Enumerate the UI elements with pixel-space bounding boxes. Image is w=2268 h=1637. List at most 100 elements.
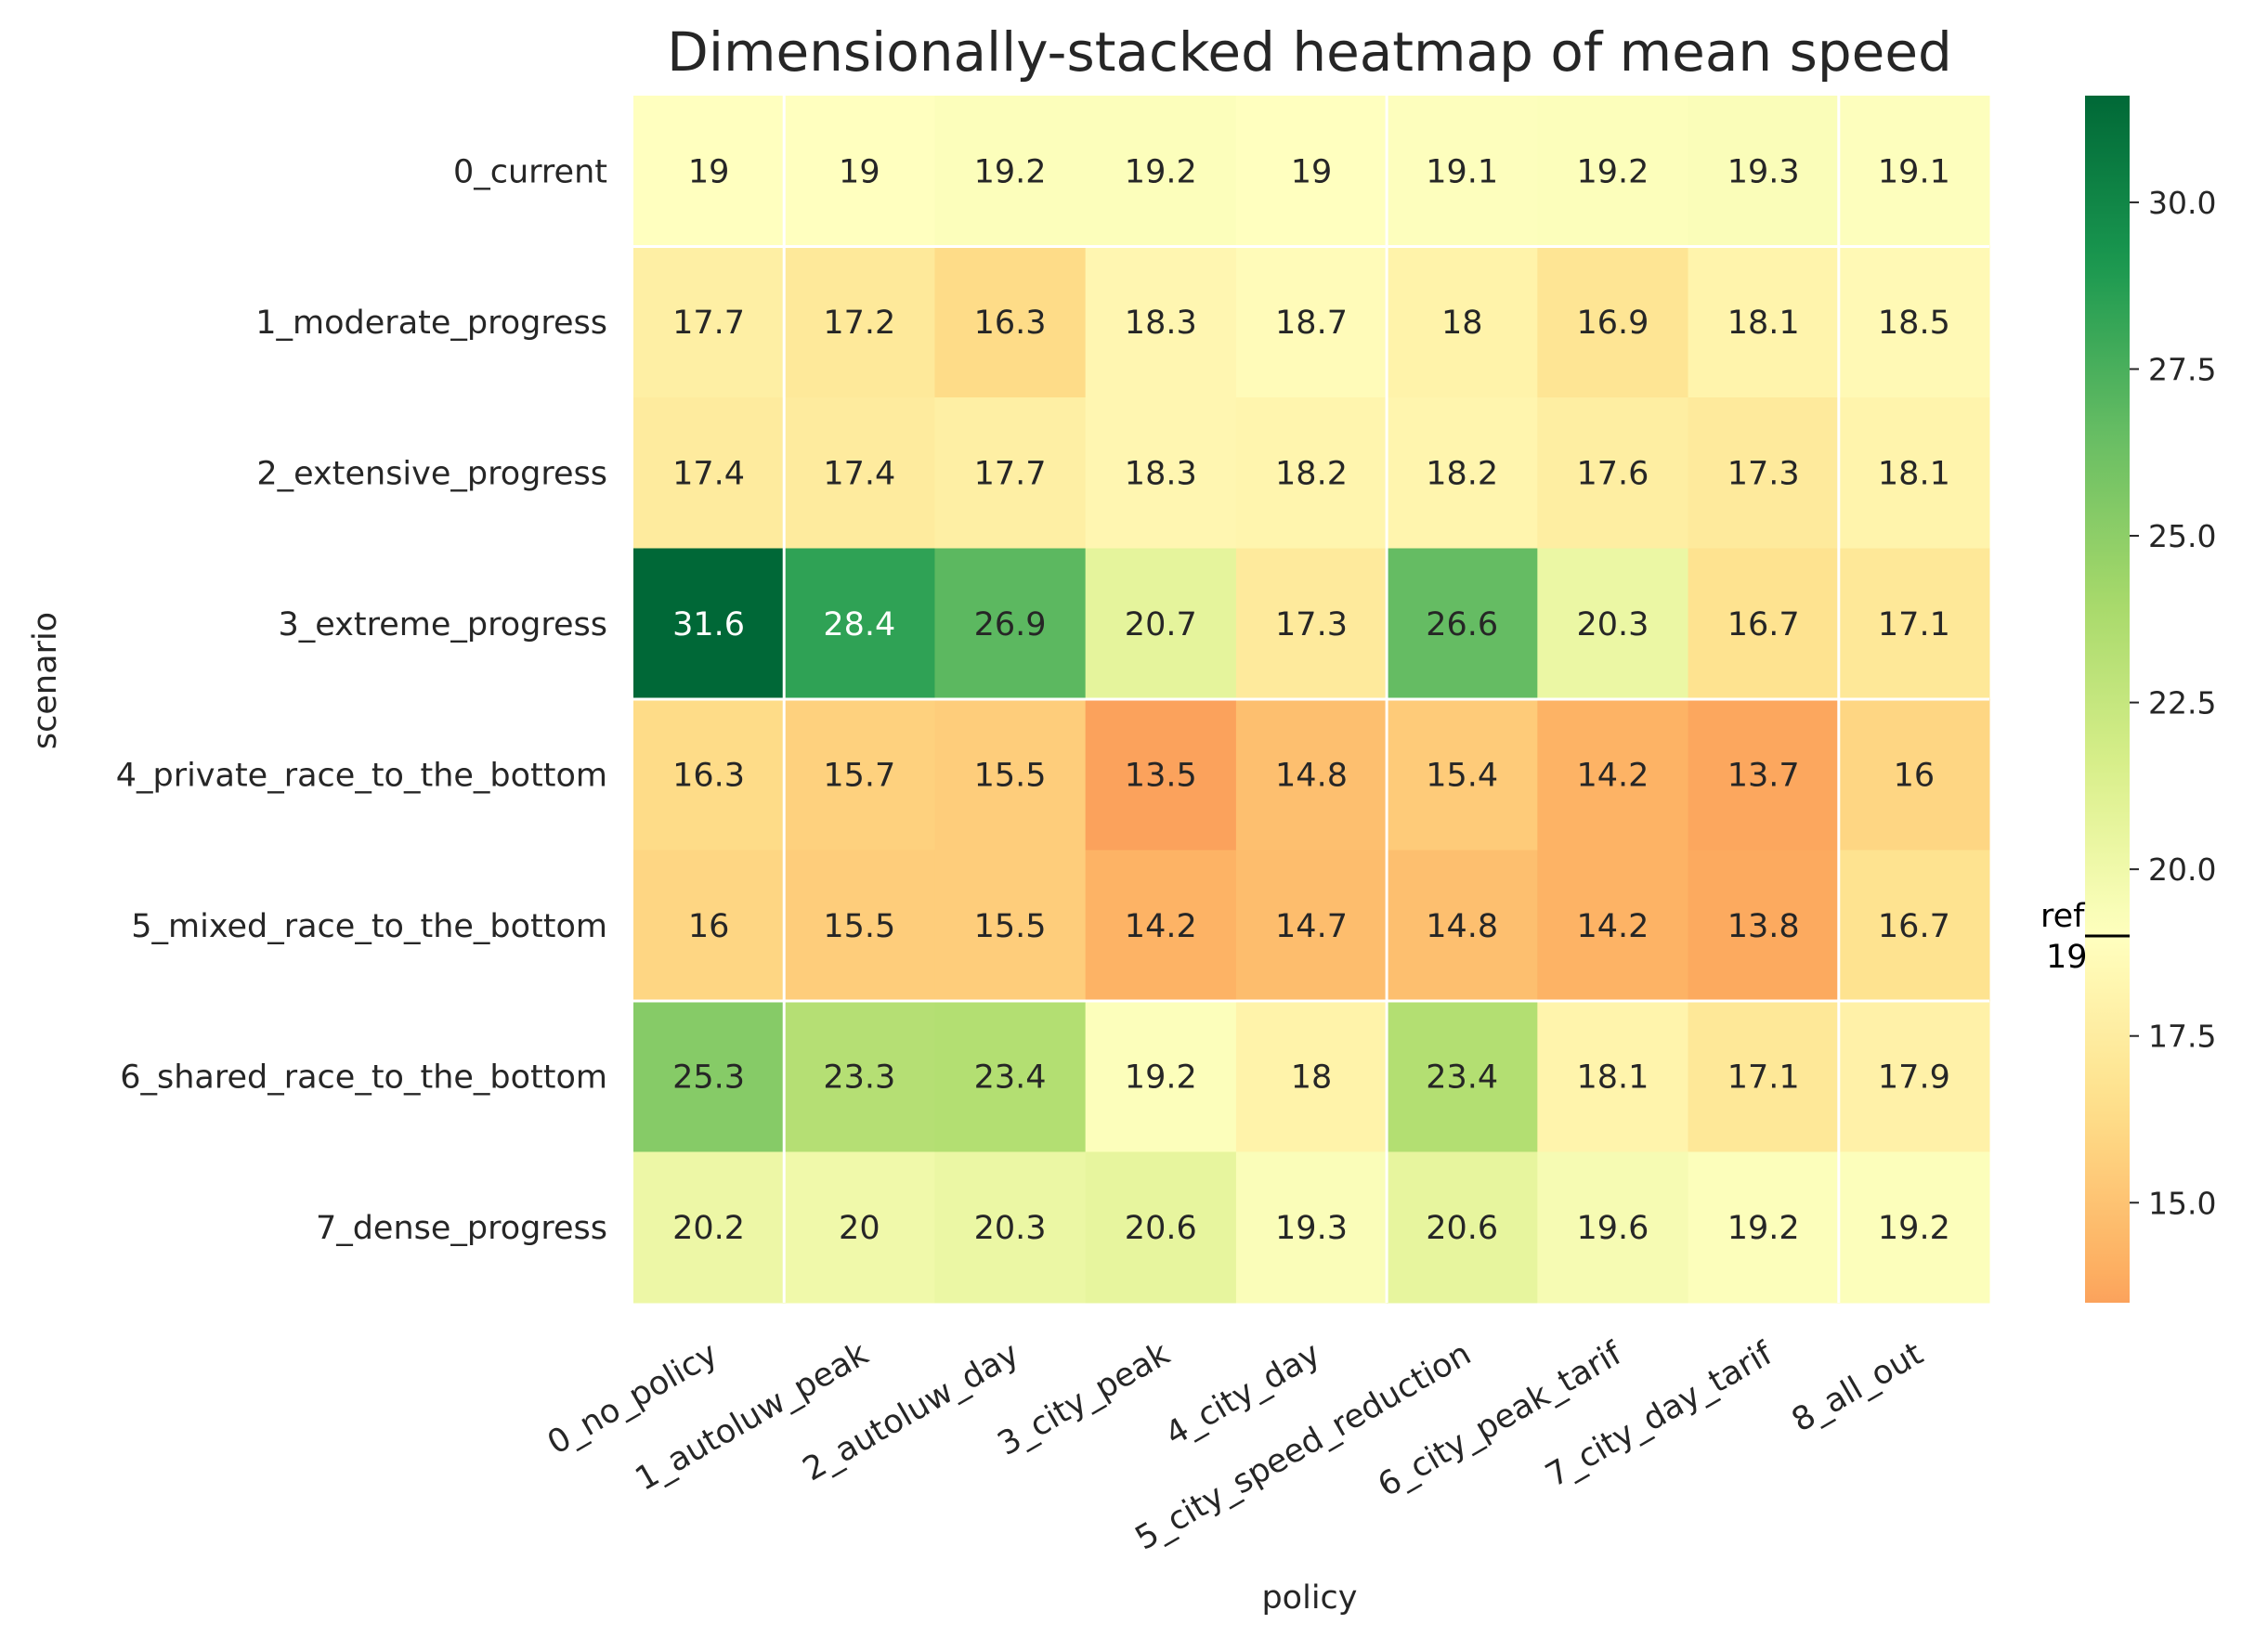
cell-value-label: 28.4: [823, 606, 895, 643]
heatmap-cell: [1537, 397, 1689, 549]
y-tick-label: 7_dense_progress: [316, 1210, 607, 1247]
colorbar-tick-label: 27.5: [2148, 351, 2216, 387]
cell-value-label: 19.1: [1426, 153, 1498, 190]
cell-value-label: 19.2: [1727, 1210, 1800, 1247]
cell-value-label: 17.4: [823, 455, 895, 492]
heatmap-cell: [633, 96, 785, 247]
cell-value-label: 15.4: [1426, 757, 1498, 794]
cell-value-label: 17.4: [672, 455, 745, 492]
heatmap-cell: [1085, 1151, 1237, 1304]
heatmap-cell: [934, 96, 1087, 247]
cell-value-label: 18.1: [1878, 455, 1950, 492]
cell-value-label: 19.6: [1576, 1210, 1649, 1247]
cell-value-label: 18.2: [1426, 455, 1498, 492]
heatmap-cell: [1235, 96, 1388, 247]
colorbar-tick-label: 17.5: [2148, 1019, 2216, 1055]
reference-value-label: 19: [2046, 939, 2088, 976]
heatmap-cell: [1688, 699, 1840, 851]
heatmap-cell: [1688, 548, 1840, 700]
y-tick-label: 3_extreme_progress: [279, 606, 608, 643]
cell-value-label: 19: [1291, 153, 1333, 190]
cell-value-label: 19.2: [1125, 153, 1197, 190]
cell-value-label: 20.6: [1426, 1210, 1498, 1247]
heatmap-cell: [1838, 699, 1990, 851]
y-tick-label: 1_moderate_progress: [255, 305, 607, 342]
heatmap-cell: [1537, 1151, 1689, 1304]
heatmap-cell: [934, 1001, 1087, 1152]
cell-value-label: 15.5: [974, 908, 1047, 945]
cell-value-label: 17.6: [1576, 455, 1649, 492]
heatmap-cell: [784, 96, 935, 247]
colorbar: 15.0 17.5 20.0 22.5 25.0 27.5 30.0: [2085, 96, 2216, 1303]
cell-value-label: 17.7: [672, 305, 745, 342]
reference-label: ref: [2040, 898, 2085, 935]
heatmap-cell: [1838, 548, 1990, 700]
heatmap-cell: [1387, 850, 1538, 1002]
heatmap-cells: [633, 96, 1990, 1304]
cell-value-label: 17.3: [1727, 455, 1800, 492]
y-tick-labels: 0_current 1_moderate_progress 2_extensive_…: [116, 153, 607, 1247]
heatmap-cell: [1235, 850, 1388, 1002]
heatmap-cell: [1387, 397, 1538, 549]
x-tick-label: 6_city_peak_tarif: [1372, 1335, 1628, 1505]
cell-value-label: 17.3: [1275, 606, 1348, 643]
heatmap-cell: [934, 699, 1087, 851]
cell-value-label: 23.4: [1426, 1059, 1498, 1096]
cell-value-label: 19.3: [1275, 1210, 1348, 1247]
cell-value-label: 20.3: [974, 1210, 1047, 1247]
heatmap-cell: [784, 548, 935, 700]
cell-value-label: 16: [1894, 757, 1936, 794]
y-tick-label: 5_mixed_race_to_the_bottom: [131, 908, 607, 945]
x-axis-label: policy: [1261, 1579, 1357, 1617]
heatmap-cell: [784, 397, 935, 549]
heatmap-cell: [1387, 699, 1538, 851]
heatmap-cell: [1838, 397, 1990, 549]
heatmap-cell: [1688, 850, 1840, 1002]
heatmap-cell: [1838, 850, 1990, 1002]
heatmap-cell: [1235, 699, 1388, 851]
heatmap-cell: [1085, 548, 1237, 700]
cell-value-label: 19.2: [974, 153, 1047, 190]
cell-value-label: 20: [839, 1210, 880, 1247]
heatmap-cell: [1387, 246, 1538, 398]
cell-value-label: 20.2: [672, 1210, 745, 1247]
x-tick-label: 3_city_peak: [992, 1335, 1177, 1463]
heatmap-cell: [784, 850, 935, 1002]
heatmap-cell: [1537, 850, 1689, 1002]
cell-value-label: 19: [688, 153, 730, 190]
heatmap-cell: [1688, 397, 1840, 549]
heatmap-cell: [1838, 1151, 1990, 1304]
heatmap-cell: [633, 1001, 785, 1152]
heatmap-cell: [633, 246, 785, 398]
heatmap-cell: [1537, 699, 1689, 851]
cell-value-label: 16.9: [1576, 305, 1649, 342]
y-tick-label: 0_current: [453, 153, 607, 190]
heatmap-cell: [1235, 548, 1388, 700]
heatmap-cell: [633, 397, 785, 549]
cell-value-label: 16.3: [672, 757, 745, 794]
cell-value-label: 18.1: [1576, 1059, 1649, 1096]
colorbar-tick-label: 30.0: [2148, 185, 2216, 221]
cell-value-label: 16.3: [974, 305, 1047, 342]
chart-title: Dimensionally-stacked heatmap of mean sp…: [667, 20, 1952, 84]
cell-value-label: 17.1: [1727, 1059, 1800, 1096]
cell-value-label: 14.8: [1426, 908, 1498, 945]
cell-value-label: 20.7: [1125, 606, 1197, 643]
heatmap-cell: [633, 699, 785, 851]
cell-value-label: 14.2: [1576, 908, 1649, 945]
heatmap-cell: [1537, 548, 1689, 700]
heatmap-cell: [1537, 1001, 1689, 1152]
reference-marker: ref 19: [2040, 898, 2130, 976]
cell-value-label: 13.7: [1727, 757, 1800, 794]
colorbar-tick-label: 22.5: [2148, 685, 2216, 721]
y-tick-label: 6_shared_race_to_the_bottom: [120, 1059, 607, 1096]
cell-value-label: 14.2: [1576, 757, 1649, 794]
heatmap-cell: [1838, 96, 1990, 247]
cell-value-label: 20.3: [1576, 606, 1649, 643]
colorbar-tick-label: 25.0: [2148, 518, 2216, 554]
heatmap-cell: [1688, 1151, 1840, 1304]
heatmap-cell: [934, 246, 1087, 398]
heatmap-cell: [1235, 1151, 1388, 1304]
heatmap-cell: [1387, 1151, 1538, 1304]
